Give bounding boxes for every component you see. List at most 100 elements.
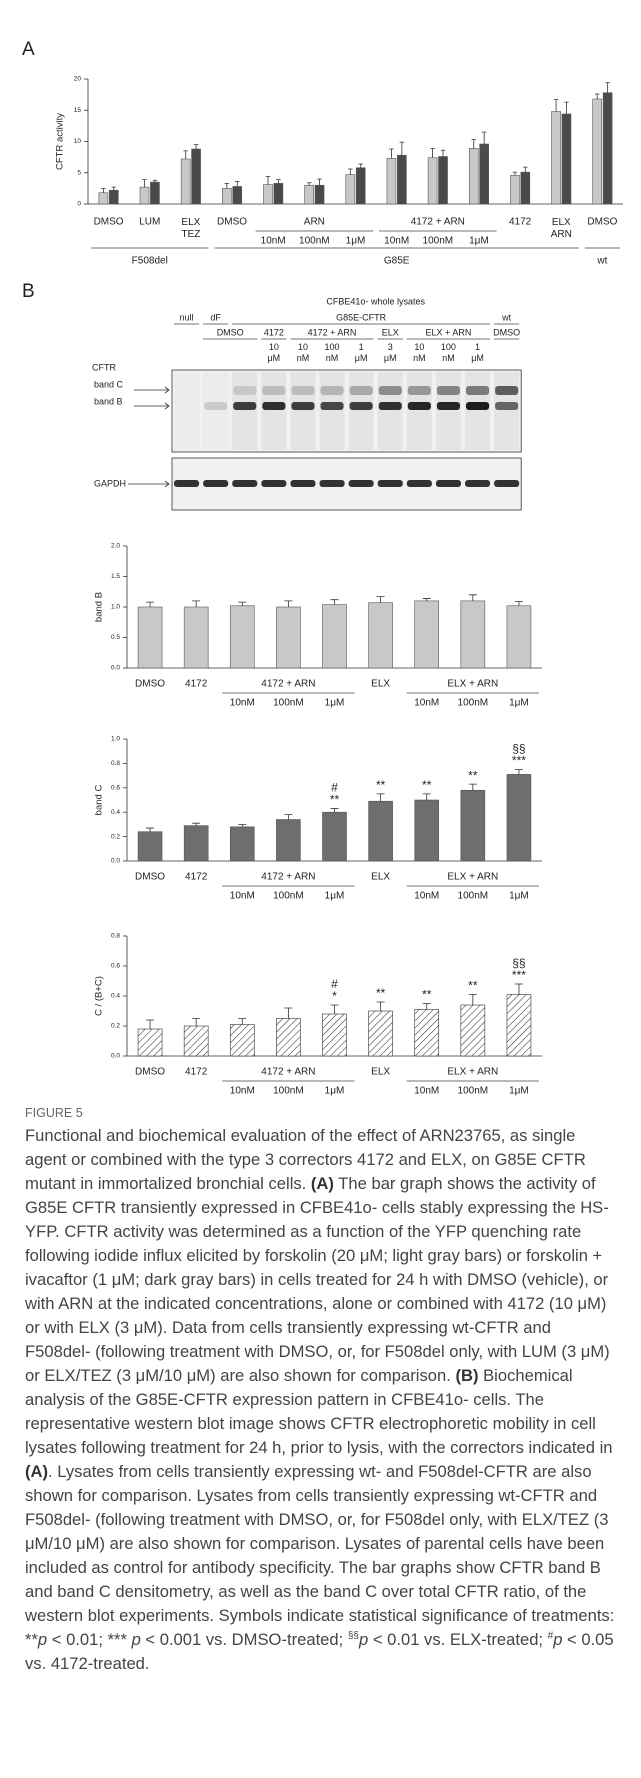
text-line: 3	[388, 342, 393, 352]
error-bar	[523, 167, 528, 172]
span-label: ELX + ARN	[447, 679, 498, 690]
lane-smear	[261, 372, 286, 450]
text-line: 100	[325, 342, 340, 352]
error-bar	[389, 149, 394, 158]
band-b	[437, 402, 460, 410]
text-line: 10	[269, 342, 279, 352]
text-line: nM	[413, 353, 426, 363]
genotype-label: null	[180, 312, 194, 322]
span-label: ELX + ARN	[447, 872, 498, 883]
page: A B 05101520CFTR activityDMSOLUMELXTEZDM…	[0, 0, 641, 1778]
caption-run: < 0.001 vs. DMSO-treated;	[141, 1630, 348, 1649]
band-c	[466, 386, 489, 395]
y-tick-label: 0.4	[111, 809, 120, 816]
significance-label: ***	[512, 754, 526, 768]
error-bar	[238, 1019, 246, 1025]
x-tick-label: LUM	[139, 217, 160, 228]
significance-label: **	[376, 986, 386, 1000]
caption-run: §§	[348, 1630, 359, 1641]
bar	[346, 175, 355, 204]
y-tick-label: 0.6	[111, 963, 120, 970]
lane-smear	[407, 372, 432, 450]
genotype-label: G85E-CFTR	[336, 312, 387, 322]
x-tick-label: 1μM	[325, 891, 345, 902]
concentration-label: 10nM	[413, 342, 426, 363]
y-tick-label: 0.5	[111, 634, 120, 641]
y-tick-label: 0.8	[111, 760, 120, 767]
bar	[461, 790, 485, 861]
bar	[140, 187, 149, 204]
error-bar	[146, 828, 154, 832]
bar	[276, 820, 300, 861]
caption-run: The bar graph shows the activity of G85E…	[25, 1174, 610, 1385]
error-bar	[513, 172, 518, 175]
band-c	[262, 386, 285, 395]
y-tick-label: 0.8	[111, 933, 120, 940]
concentration-label: 1μM	[355, 342, 368, 363]
significance-label: **	[422, 988, 432, 1002]
panel-label: A	[22, 39, 35, 60]
bar	[507, 606, 531, 668]
row-label: GAPDH	[94, 478, 126, 488]
y-tick-label: 15	[74, 107, 82, 114]
error-bar	[142, 180, 147, 188]
bar	[480, 144, 489, 204]
x-tick-label: 100nM	[458, 698, 489, 709]
span-label: 4172 + ARN	[261, 872, 315, 883]
error-bar	[284, 601, 292, 607]
x-tick-label: 100nM	[458, 1086, 489, 1097]
error-bar	[564, 102, 569, 114]
bar	[315, 185, 324, 204]
bar	[593, 99, 602, 204]
bar	[230, 1025, 254, 1057]
error-bar	[605, 83, 610, 93]
gapdh-band	[320, 480, 345, 487]
bar	[138, 607, 162, 668]
caption-run: p	[132, 1630, 141, 1649]
group-label: wt	[596, 256, 607, 267]
y-tick-label: 1.5	[111, 573, 120, 580]
row-label: band C	[94, 379, 124, 389]
y-tick-label: 0	[77, 201, 81, 208]
x-tick-label: 1μM	[509, 698, 529, 709]
x-tick-label: 4172	[185, 872, 208, 883]
concentration-label: 10nM	[297, 342, 310, 363]
text-line: μM	[471, 353, 484, 363]
bar	[184, 1026, 208, 1056]
x-tick-label: 10nM	[230, 698, 255, 709]
error-bar	[192, 823, 200, 825]
error-bar	[317, 179, 322, 185]
bar	[507, 774, 531, 861]
blot-title: CFBE41o- whole lysates	[326, 296, 425, 306]
error-bar	[515, 770, 523, 775]
gapdh-band	[261, 480, 286, 487]
caption-run: p	[359, 1630, 368, 1649]
error-bar	[377, 794, 385, 801]
error-bar	[595, 94, 600, 99]
text-line: 100	[441, 342, 456, 352]
span-label: ELX + ARN	[447, 1067, 498, 1078]
bar	[233, 187, 242, 205]
gapdh-band	[494, 480, 519, 487]
x-tick-label: ELX	[371, 679, 390, 690]
bar	[507, 995, 531, 1057]
lane-smear	[203, 372, 228, 450]
x-tick-label: 1μM	[469, 236, 489, 247]
bar	[263, 185, 272, 204]
error-bar	[331, 1005, 339, 1014]
treatment-label: DMSO	[217, 327, 244, 337]
lane-smear	[320, 372, 345, 450]
text-line: 10	[414, 342, 424, 352]
significance-label: **	[468, 979, 478, 993]
y-axis-label: C / (B+C)	[94, 976, 105, 1016]
text-line: μM	[384, 353, 397, 363]
band-b	[291, 402, 314, 410]
band-c	[321, 386, 344, 395]
x-tick-label: 10nM	[414, 891, 439, 902]
band-c	[379, 386, 402, 395]
bar	[150, 182, 159, 204]
span-label: 4172 + ARN	[411, 217, 465, 228]
